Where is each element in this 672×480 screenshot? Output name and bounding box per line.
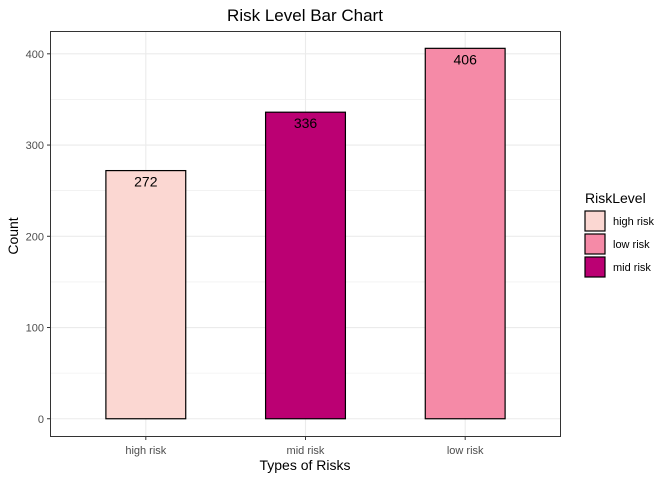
y-axis: 0 100 200 300 400 (26, 49, 50, 426)
legend-title: RiskLevel (585, 190, 646, 206)
x-axis-title: Types of Risks (259, 457, 350, 473)
legend: RiskLevel high risk low risk mid risk (584, 190, 654, 278)
y-axis-title: Count (5, 217, 21, 254)
legend-swatch (584, 233, 606, 255)
bars (105, 47, 506, 420)
plot-border (50, 31, 561, 437)
x-axis: high risk mid risk low risk (125, 437, 484, 457)
chart-title: Risk Level Bar Chart (227, 6, 383, 25)
y-tick-label: 100 (26, 323, 44, 335)
y-tick-label: 400 (26, 49, 44, 61)
y-tick-label: 0 (38, 414, 44, 426)
bar-value-label: 336 (294, 115, 318, 131)
plot-area: 272 336 406 (50, 31, 561, 437)
x-tick-label: low risk (447, 445, 484, 457)
legend-items: high risk low risk mid risk (584, 210, 654, 278)
bar-value-labels: 272 336 406 (134, 51, 477, 189)
y-tick-label: 300 (26, 140, 44, 152)
legend-swatch (584, 210, 606, 232)
bar-high-risk (105, 169, 187, 420)
x-tick-label: high risk (125, 445, 166, 457)
x-tick-label: mid risk (287, 445, 325, 457)
bar-value-label: 406 (454, 51, 478, 67)
y-tick-label: 200 (26, 231, 44, 243)
legend-label: low risk (613, 239, 650, 251)
legend-label: mid risk (613, 262, 651, 274)
bar-value-label: 272 (134, 174, 158, 190)
bar-mid-risk (264, 111, 347, 420)
legend-label: high risk (613, 216, 654, 228)
bar-low-risk (424, 47, 506, 420)
legend-swatch (584, 256, 606, 278)
